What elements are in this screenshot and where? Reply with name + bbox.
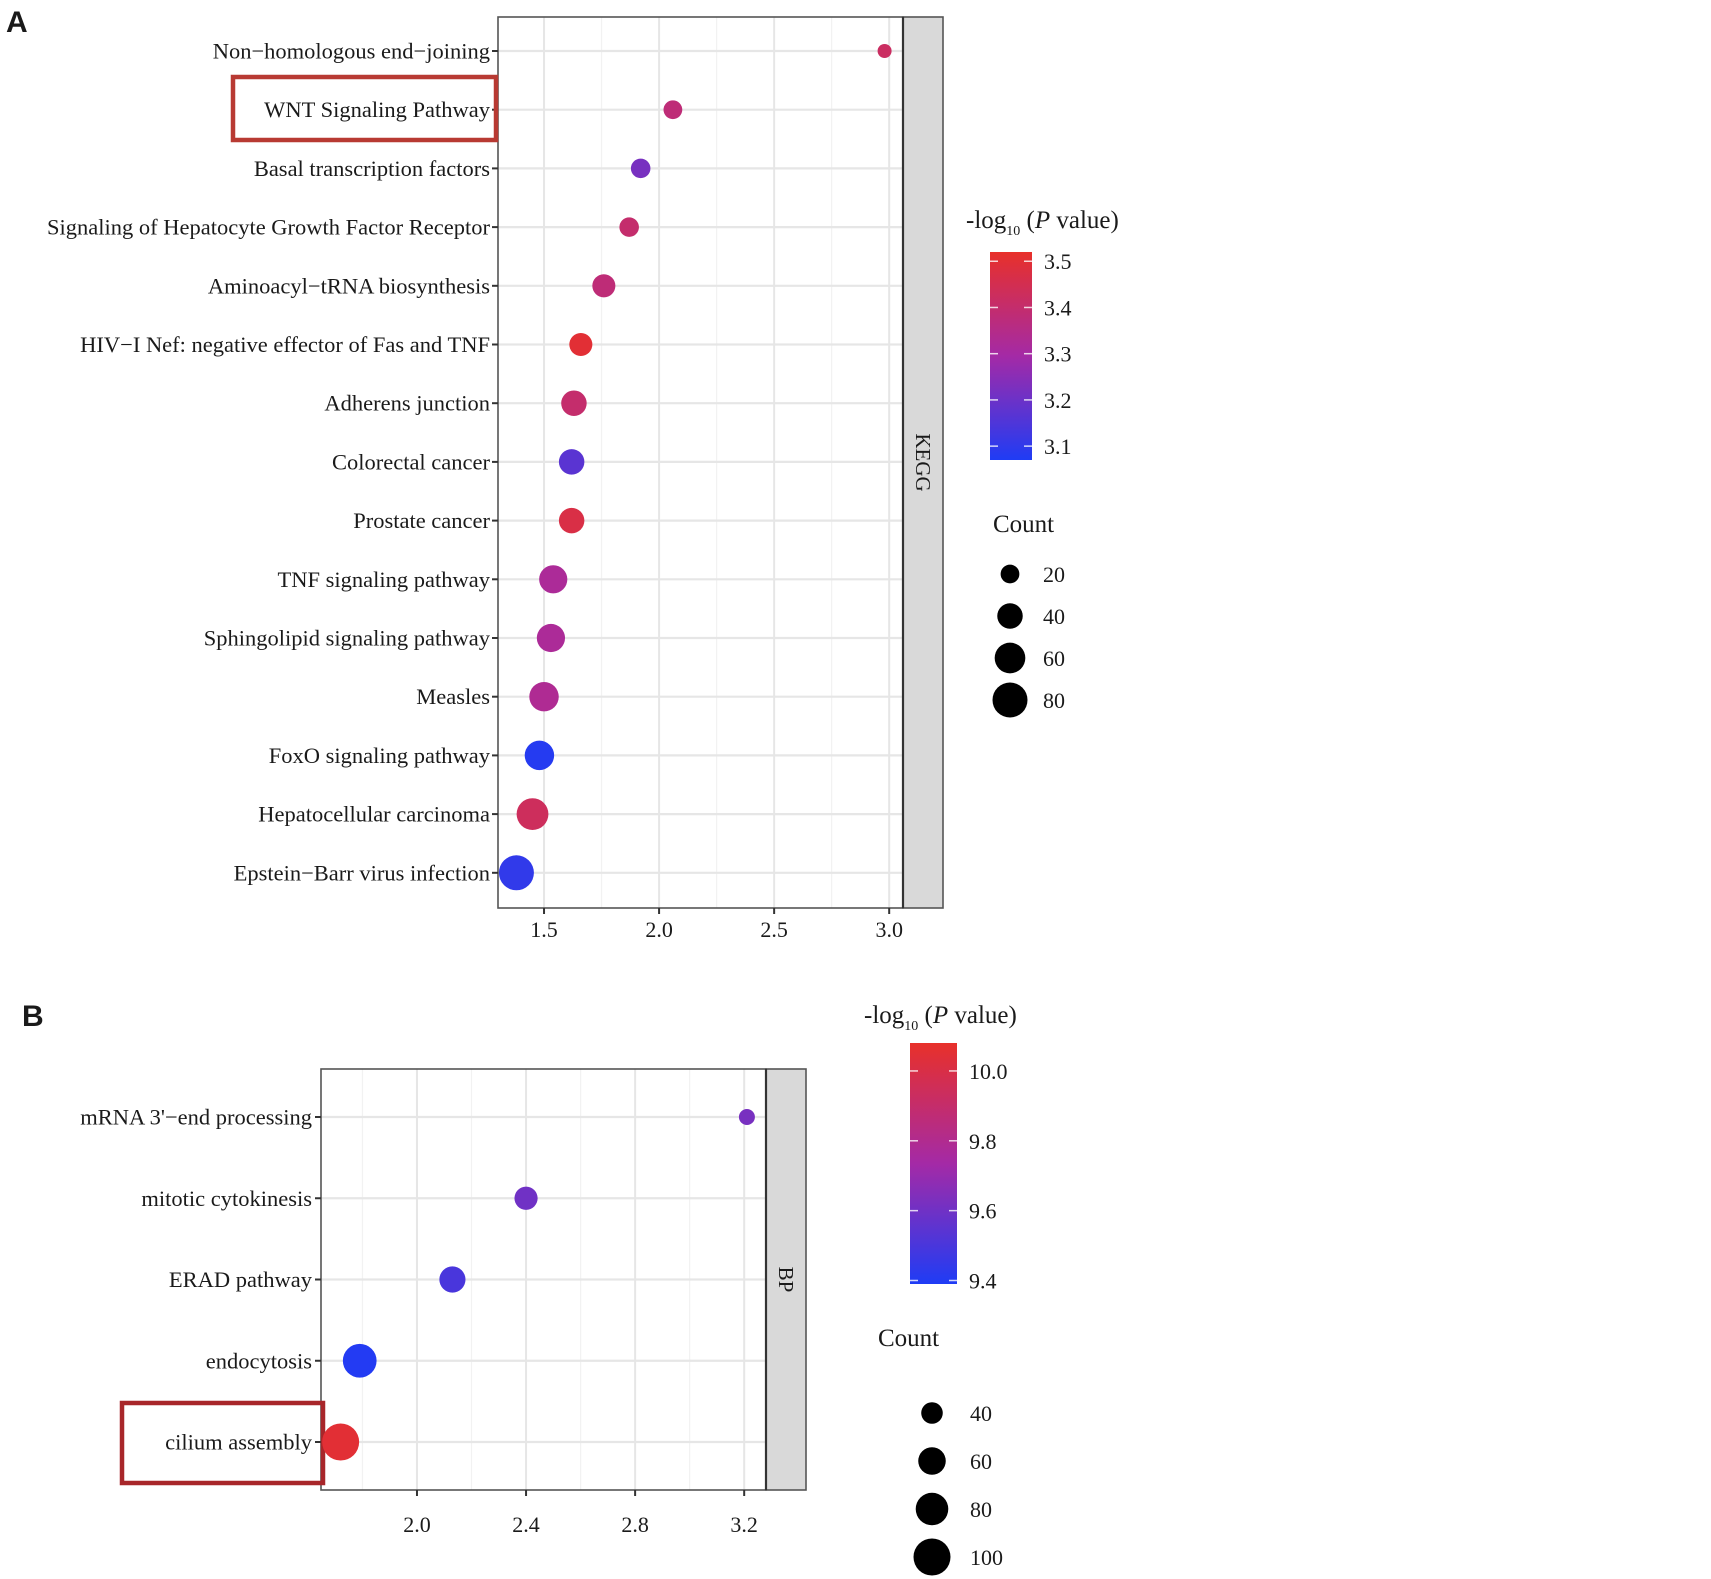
data-point [439,1266,466,1293]
color-legend-title-subscript: 10 [1006,224,1020,239]
color-legend-title-p: P [1034,207,1050,234]
y-tick-label: ERAD pathway [169,1267,313,1292]
colorbar-tick-label: 9.8 [969,1129,997,1154]
color-legend-title-paren: ( [918,1002,933,1029]
y-tick-label: WNT Signaling Pathway [264,97,491,122]
size-legend-label: 40 [1043,604,1065,629]
size-legend-label: 20 [1043,562,1065,587]
facet-strip-label: BP [774,1267,798,1293]
y-tick-label: mRNA 3'−end processing [80,1105,312,1130]
data-point [322,1423,360,1461]
data-point [529,681,559,712]
panel-b-dot-plot: BP mRNA 3'−end processing mitotic cytokine… [80,1002,1017,1576]
y-tick-label: Aminoacyl−tRNA biosynthesis [208,273,490,298]
y-tick-label: mitotic cytokinesis [141,1186,312,1211]
colorbar [990,252,1032,460]
colorbar-tick-label: 3.5 [1044,249,1072,274]
size-legend-dot [915,1492,949,1526]
data-point [561,390,587,416]
data-point [738,1109,755,1125]
panel-label-a: A [6,6,28,39]
data-point [558,507,585,534]
data-point [569,332,593,357]
size-legend-label: 100 [970,1545,1003,1570]
data-point [877,44,892,58]
color-legend-title-log: -log [966,207,1007,234]
data-point [342,1343,377,1378]
size-legend-dot [997,603,1023,629]
size-legend-dot [994,642,1026,674]
x-tick-label: 3.2 [730,1512,758,1537]
facet-strip-label: KEGG [911,433,935,491]
colorbar-tick-label: 9.4 [969,1269,997,1294]
data-point [498,855,534,891]
color-legend-title-value: value) [948,1002,1017,1029]
size-legend-title: Count [878,1325,939,1352]
y-tick-label: Hepatocellular carcinoma [258,802,490,827]
size-legend-label: 60 [1043,646,1065,671]
y-tick-label: Adherens junction [324,391,490,416]
y-tick-label: cilium assembly [165,1430,313,1455]
y-tick-label: Non−homologous end−joining [213,39,490,64]
data-point [516,798,549,830]
facet-strip [765,1068,807,1491]
size-legend-label: 60 [970,1449,992,1474]
colorbar-tick-label: 3.1 [1044,434,1072,459]
size-legend-dot [1000,564,1020,584]
colorbar-tick-label: 9.6 [969,1199,997,1224]
colorbar-tick-label: 3.2 [1044,388,1072,413]
y-tick-label: Prostate cancer [353,508,490,533]
size-legend-dot [918,1447,946,1475]
data-point [514,1186,538,1210]
data-point [619,217,639,237]
data-point [592,274,616,298]
colorbar [910,1043,957,1284]
size-legend-dot [913,1538,951,1576]
x-tick-label: 2.0 [645,917,673,942]
colorbar-tick-label: 3.3 [1044,342,1072,367]
y-tick-label: HIV−I Nef: negative effector of Fas and … [80,332,490,357]
y-tick-label: Colorectal cancer [332,449,491,474]
size-legend-title: Count [993,511,1054,538]
data-point [539,565,568,594]
color-legend-title: -log10 (P value) [864,1002,1017,1034]
panel-a-dot-plot: KEGG Non−homologous end−joining WNT Signal… [47,16,1119,942]
y-tick-label: endocytosis [206,1348,312,1373]
y-tick-label: Sphingolipid signaling pathway [204,626,491,651]
data-point [663,100,683,120]
size-legend-dot [992,682,1028,718]
x-tick-label: 2.0 [403,1512,431,1537]
x-tick-label: 2.5 [760,917,788,942]
x-tick-label: 1.5 [530,917,558,942]
data-point [630,158,651,179]
facet-strip [902,16,944,909]
color-legend-title-paren: ( [1020,207,1035,234]
colorbar-tick-label: 10.0 [969,1059,1008,1084]
y-tick-label: Basal transcription factors [254,156,490,181]
color-legend-title-value: value) [1050,207,1119,234]
data-point [536,623,566,653]
color-legend-title-p: P [932,1002,948,1029]
y-tick-label: Signaling of Hepatocyte Growth Factor Re… [47,215,491,240]
size-legend-label: 40 [970,1401,992,1426]
data-point [558,449,585,475]
x-tick-label: 3.0 [875,917,903,942]
color-legend-title: -log10 (P value) [966,207,1119,239]
y-tick-label: TNF signaling pathway [278,567,491,592]
size-legend-label: 80 [970,1497,992,1522]
y-tick-label: FoxO signaling pathway [269,743,491,768]
size-legend-label: 80 [1043,688,1065,713]
panel-label-b: B [22,1000,44,1033]
color-legend-title-log: -log [864,1002,905,1029]
y-tick-label: Epstein−Barr virus infection [234,860,490,885]
highlight-box-a [230,74,499,143]
x-tick-label: 2.8 [621,1512,649,1537]
x-tick-label: 2.4 [512,1512,540,1537]
color-legend-title-subscript: 10 [904,1019,918,1034]
colorbar-tick-label: 3.4 [1044,295,1072,320]
size-legend-dot [921,1402,943,1424]
data-point [524,740,555,771]
y-tick-label: Measles [416,684,490,709]
